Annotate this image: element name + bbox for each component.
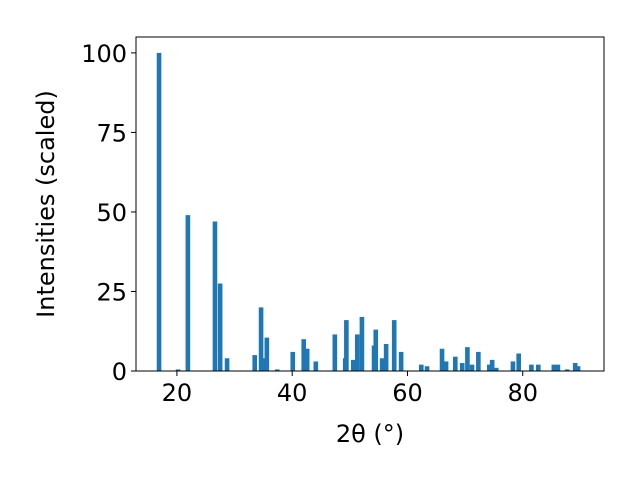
bar [373, 329, 379, 371]
bar [516, 353, 522, 371]
bar [304, 348, 310, 371]
y-tick-label: 100 [81, 40, 127, 68]
bar [301, 339, 307, 371]
bar [252, 355, 258, 371]
bar [469, 364, 475, 371]
y-axis-label: Intensities (scaled) [32, 90, 60, 318]
bar [459, 363, 465, 371]
bar [274, 369, 280, 371]
bar [332, 334, 338, 371]
bar [224, 358, 230, 371]
x-tick-label: 20 [162, 379, 193, 407]
bar [487, 364, 492, 371]
bar [359, 316, 365, 371]
bar [217, 283, 223, 371]
bar [493, 367, 499, 371]
bar [424, 366, 430, 371]
plot-frame [135, 36, 605, 372]
bar [510, 361, 516, 371]
bar [443, 361, 449, 371]
bar [555, 364, 561, 371]
bar [575, 366, 581, 371]
bar [391, 320, 397, 371]
bar [398, 351, 404, 371]
bar [564, 369, 570, 371]
bar [156, 52, 162, 372]
x-axis-label: 2θ (°) [336, 420, 404, 448]
bar [379, 358, 385, 371]
y-tick-label: 75 [96, 119, 127, 147]
x-tick-label: 40 [277, 379, 308, 407]
bar [290, 351, 296, 371]
y-tick-label: 0 [112, 358, 127, 386]
bar [551, 364, 557, 371]
bar [476, 351, 481, 371]
bar [212, 221, 218, 371]
bar [465, 347, 470, 371]
y-tick-label: 50 [96, 199, 127, 227]
bar [452, 356, 458, 371]
y-tick-label: 25 [96, 278, 127, 306]
bar [175, 369, 181, 371]
bar [383, 343, 389, 371]
bar [535, 364, 541, 371]
x-tick-label: 60 [392, 379, 423, 407]
bar [264, 337, 270, 371]
bar [185, 215, 191, 371]
bar [261, 358, 267, 371]
bar [572, 363, 578, 371]
bar [355, 334, 360, 371]
bar [489, 359, 495, 371]
x-tick-label: 80 [507, 379, 538, 407]
bar [350, 359, 356, 371]
bar [529, 364, 534, 371]
bar [258, 307, 264, 371]
bar [313, 361, 319, 371]
bar [344, 320, 349, 371]
bar [418, 364, 424, 371]
bar [439, 348, 445, 371]
